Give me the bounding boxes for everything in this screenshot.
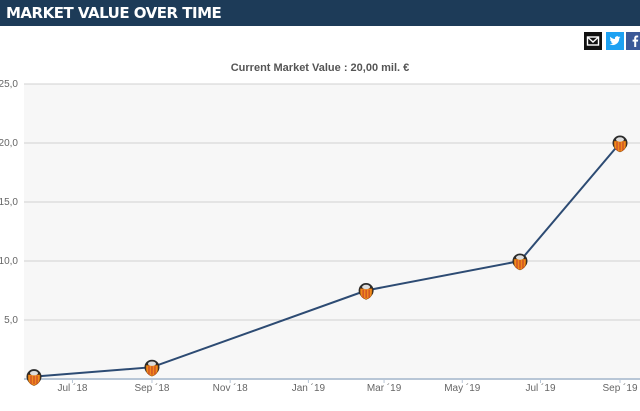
club-badge-marker [358,283,374,300]
club-badge-marker [26,369,42,386]
x-tick-label: Jul ´19 [525,382,555,394]
x-tick-label: Sep ´19 [602,382,637,394]
twitter-icon[interactable] [606,32,624,50]
page-title: MARKET VALUE OVER TIME [6,4,222,22]
y-tick-label: 10,0 [0,256,18,267]
x-tick-label: Jul ´18 [57,382,87,394]
header-bar: MARKET VALUE OVER TIME [0,0,640,26]
y-tick-label: 5,0 [4,315,18,326]
x-tick-label: Mar ´19 [367,382,402,394]
y-tick-label: 25,0 [0,79,18,90]
chart-title: Current Market Value : 20,00 mil. € [230,62,410,74]
x-tick-label: Jan ´19 [292,382,326,394]
mail-icon[interactable] [584,32,602,50]
facebook-icon[interactable] [626,32,640,50]
plot-area [24,84,640,379]
market-value-chart: 5,0 10,0 15,0 20,0 25,0 Jul ´18 Sep ´18 Nov ´18… [0,79,640,394]
club-badge-marker [512,253,528,271]
x-tick-label: May ´19 [444,382,481,394]
club-badge-marker [144,359,160,377]
club-badge-marker [612,135,628,153]
x-tick-label: Sep ´18 [134,382,169,394]
y-tick-label: 15,0 [0,197,18,208]
y-tick-label: 20,0 [0,138,18,149]
x-tick-label: Nov ´18 [213,382,248,394]
